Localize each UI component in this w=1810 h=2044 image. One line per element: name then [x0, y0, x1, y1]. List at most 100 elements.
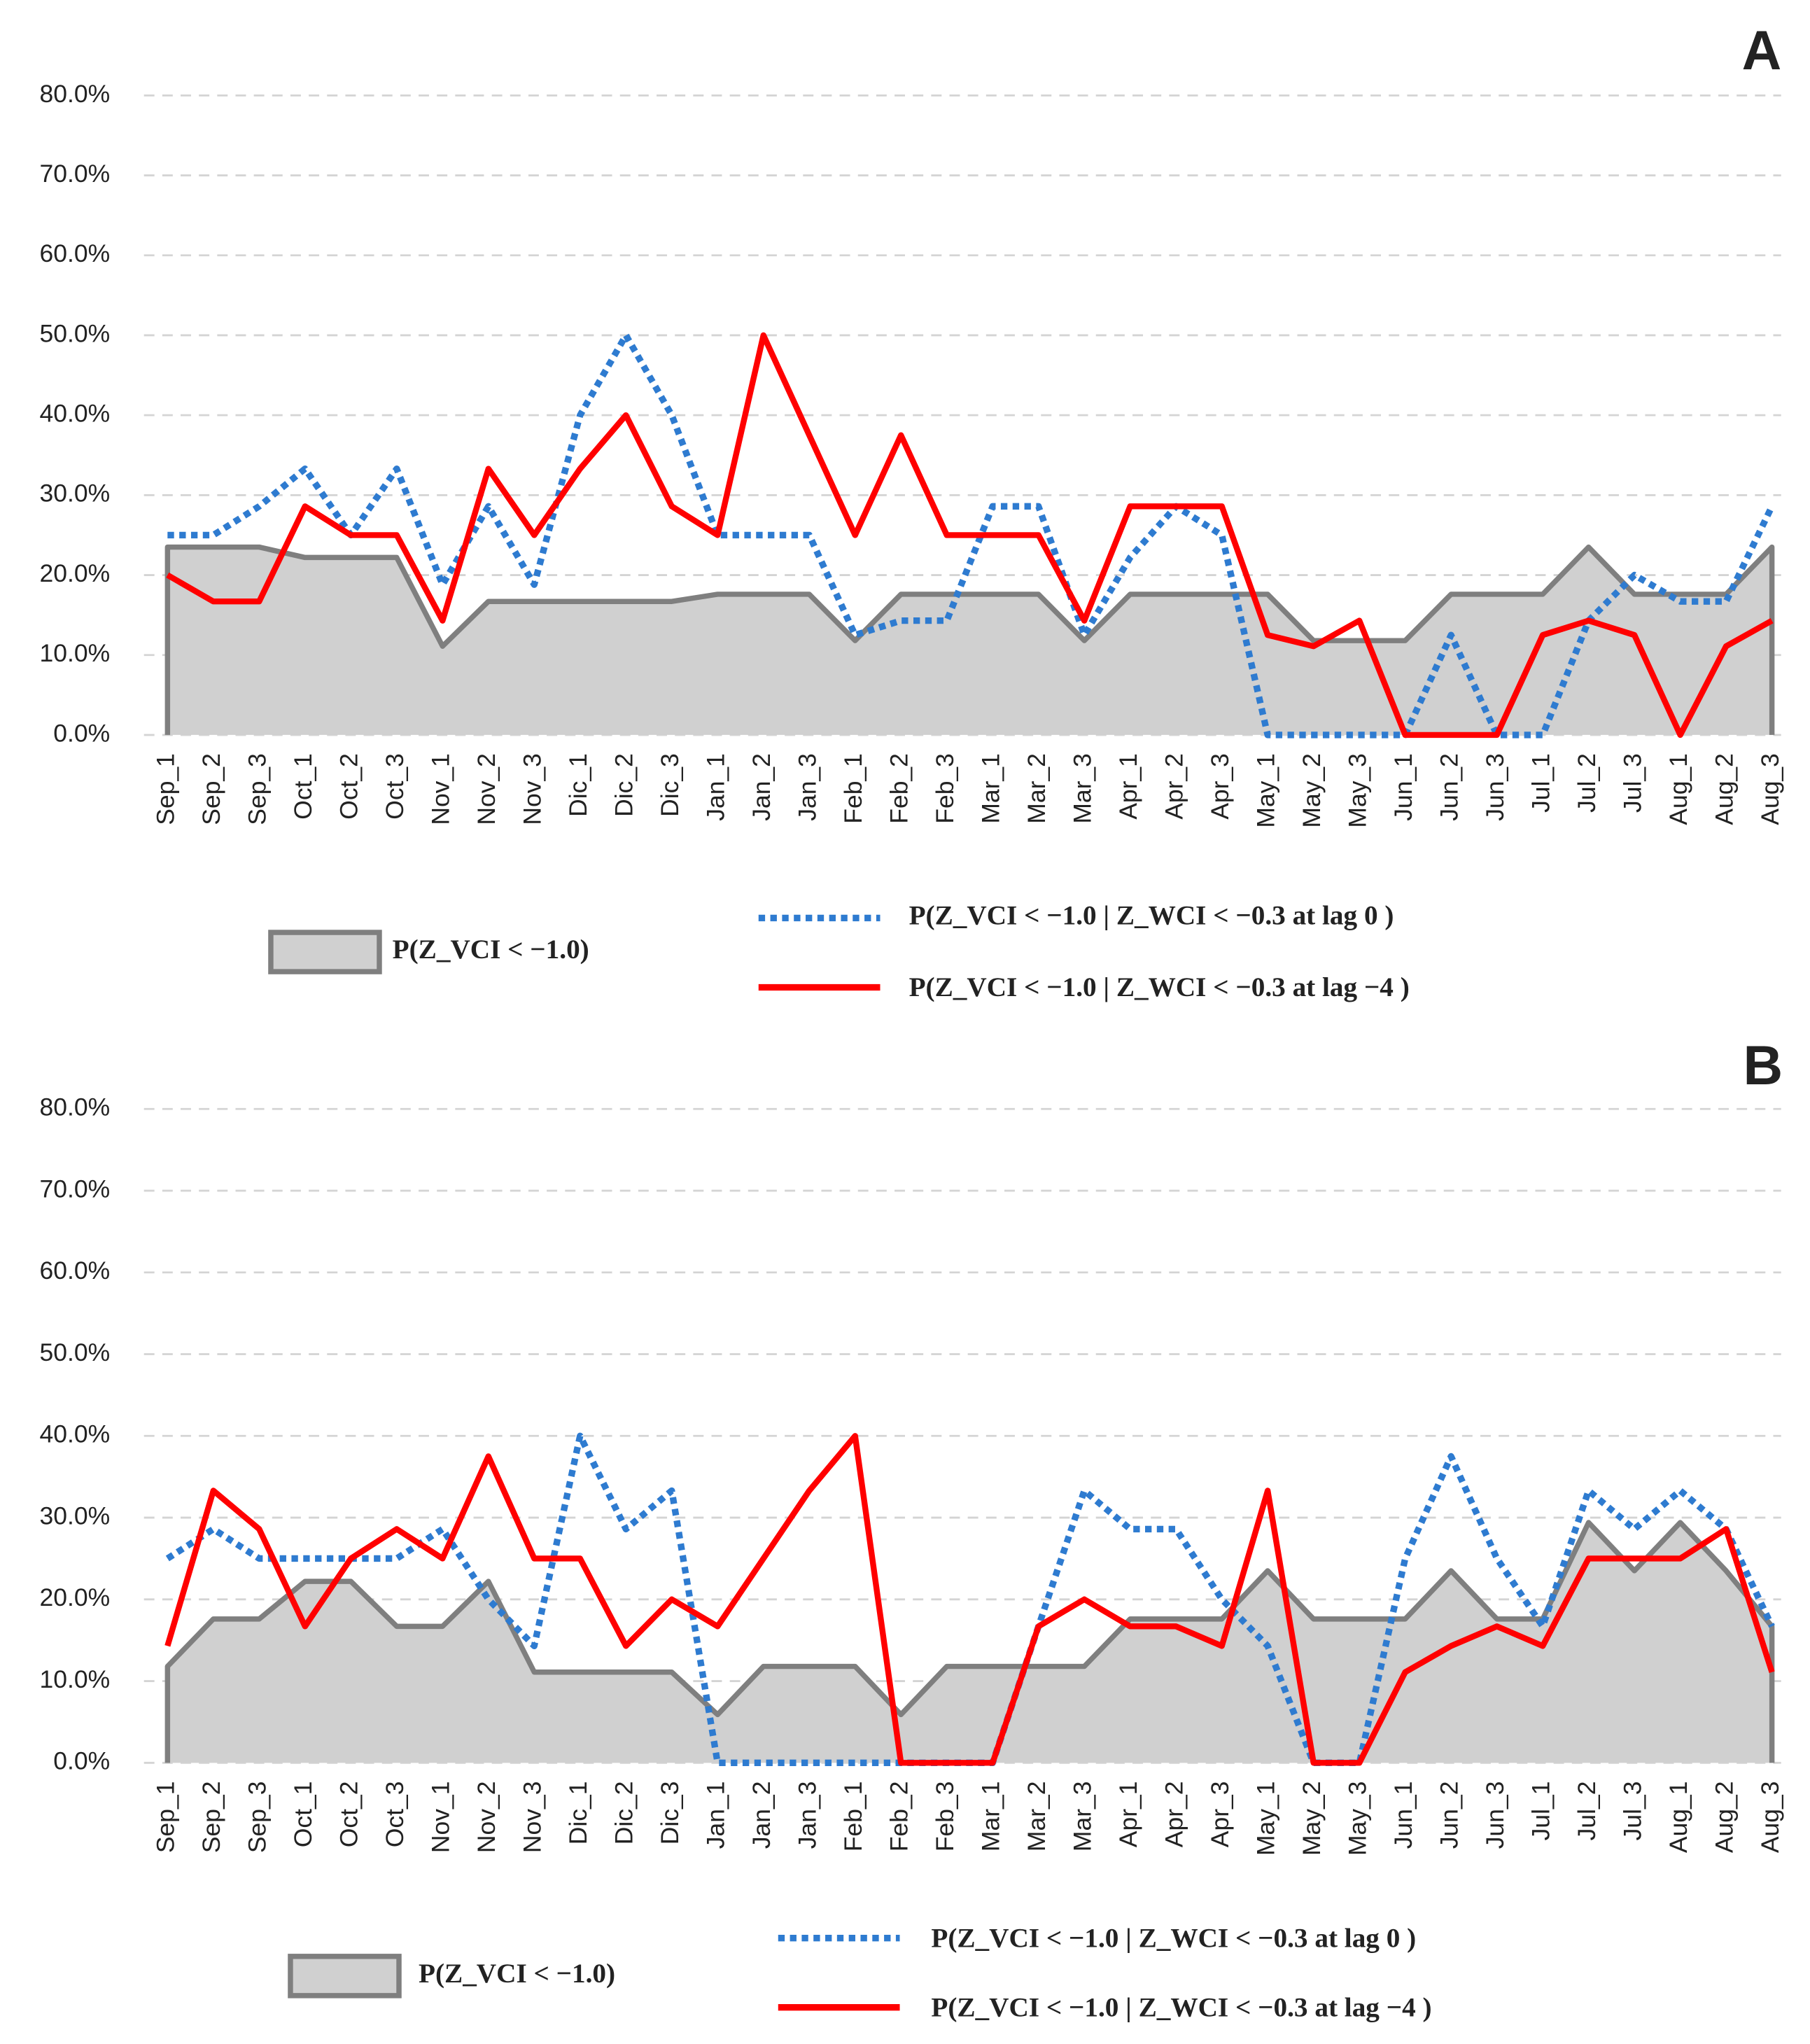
x-tick-label: Aug_3: [1756, 753, 1784, 825]
x-tick-label: Nov_1: [427, 1781, 455, 1853]
y-tick-label: 60.0%: [40, 1256, 111, 1284]
x-tick-label: Feb_2: [885, 1781, 913, 1851]
x-tick-label: Oct_2: [335, 1781, 363, 1847]
x-tick-label: Feb_1: [839, 1781, 867, 1851]
x-tick-label: Jul_2: [1573, 753, 1601, 813]
y-tick-label: 80.0%: [40, 80, 111, 108]
y-tick-label: 50.0%: [40, 319, 111, 347]
x-tick-label: Sep_3: [244, 753, 272, 825]
legend-label: P(Z_VCI < −1.0 | Z_WCI < −0.3 at lag −4 …: [931, 1992, 1431, 2022]
x-tick-label: May_2: [1298, 753, 1326, 828]
x-tick-label: Dic_1: [564, 753, 592, 817]
x-tick-label: Mar_3: [1069, 1781, 1097, 1851]
x-tick-label: Dic_1: [564, 1781, 592, 1844]
x-tick-label: Jun_3: [1481, 753, 1509, 821]
x-tick-label: Dic_3: [656, 1781, 684, 1844]
x-tick-label: Apr_3: [1206, 753, 1234, 820]
legend-swatch: [268, 930, 382, 974]
x-tick-label: Mar_2: [1023, 753, 1051, 824]
x-tick-label: Apr_2: [1160, 1781, 1188, 1847]
x-tick-label: Jan_3: [794, 1781, 822, 1849]
x-tick-label: Aug_2: [1710, 1781, 1738, 1853]
x-tick-label: Jul_2: [1573, 1781, 1601, 1840]
x-tick-label: Feb_2: [885, 753, 913, 824]
legend-label: P(Z_VCI < −1.0): [419, 1959, 615, 1989]
x-tick-label: Jan_2: [748, 1781, 776, 1849]
x-tick-label: Apr_3: [1206, 1781, 1234, 1847]
x-tick-label: Jun_3: [1481, 1781, 1509, 1849]
legend-swatch: [288, 1954, 402, 1998]
x-tick-label: Apr_2: [1160, 753, 1188, 820]
x-tick-label: Jun_1: [1389, 753, 1417, 821]
x-tick-label: Sep_2: [197, 1781, 225, 1853]
x-tick-label: Apr_1: [1114, 753, 1142, 820]
y-tick-label: 70.0%: [40, 1175, 111, 1203]
y-tick-label: 70.0%: [40, 160, 111, 188]
x-tick-label: Sep_2: [197, 753, 225, 825]
x-tick-label: Jan_3: [794, 753, 822, 821]
x-tick-label: Aug_1: [1664, 1781, 1692, 1853]
x-tick-label: May_3: [1344, 1781, 1372, 1856]
x-tick-label: Oct_2: [335, 753, 363, 820]
x-tick-label: Jul_1: [1527, 753, 1555, 813]
x-tick-label: Oct_3: [381, 1781, 409, 1847]
y-tick-label: 0.0%: [53, 719, 110, 747]
x-tick-label: Feb_3: [931, 753, 959, 824]
x-tick-label: Dic_2: [610, 1781, 638, 1844]
x-tick-label: Jan_1: [702, 1781, 730, 1849]
legend-label: P(Z_VCI < −1.0): [393, 934, 589, 965]
x-tick-label: Apr_1: [1114, 1781, 1142, 1847]
x-tick-label: May_1: [1252, 753, 1280, 828]
x-tick-label: Nov_3: [519, 753, 547, 825]
x-tick-label: Sep_1: [152, 753, 180, 825]
y-tick-label: 20.0%: [40, 1583, 111, 1611]
x-tick-label: May_1: [1252, 1781, 1280, 1856]
y-tick-label: 10.0%: [40, 639, 111, 667]
y-tick-label: 20.0%: [40, 559, 111, 587]
x-tick-label: Jun_2: [1436, 753, 1464, 821]
y-tick-label: 40.0%: [40, 1420, 111, 1448]
panel-label: B: [1744, 1035, 1783, 1096]
x-tick-label: May_3: [1344, 753, 1372, 828]
x-tick-label: Jun_2: [1436, 1781, 1464, 1849]
x-tick-label: May_2: [1298, 1781, 1326, 1856]
x-tick-label: Mar_2: [1023, 1781, 1051, 1851]
y-tick-label: 50.0%: [40, 1338, 111, 1366]
legend-label: P(Z_VCI < −1.0 | Z_WCI < −0.3 at lag 0 ): [931, 1923, 1416, 1953]
x-tick-label: Nov_3: [519, 1781, 547, 1853]
x-tick-label: Feb_1: [839, 753, 867, 824]
x-tick-label: Nov_2: [472, 1781, 500, 1853]
x-tick-label: Sep_1: [152, 1781, 180, 1853]
x-tick-label: Mar_1: [977, 753, 1005, 824]
x-tick-label: Dic_3: [656, 753, 684, 817]
x-tick-label: Mar_3: [1069, 753, 1097, 824]
x-tick-label: Feb_3: [931, 1781, 959, 1851]
y-tick-label: 40.0%: [40, 400, 111, 428]
y-tick-label: 60.0%: [40, 239, 111, 267]
x-tick-label: Aug_1: [1664, 753, 1692, 825]
x-tick-label: Jun_1: [1389, 1781, 1417, 1849]
y-tick-label: 30.0%: [40, 1502, 111, 1530]
x-tick-label: Aug_3: [1756, 1781, 1784, 1853]
x-tick-label: Mar_1: [977, 1781, 1005, 1851]
legend-label: P(Z_VCI < −1.0 | Z_WCI < −0.3 at lag −4 …: [909, 972, 1410, 1002]
y-tick-label: 0.0%: [53, 1747, 110, 1775]
series-line: [166, 332, 1774, 738]
y-tick-label: 30.0%: [40, 479, 111, 507]
x-tick-label: Sep_3: [244, 1781, 272, 1853]
x-tick-label: Oct_3: [381, 753, 409, 820]
y-tick-label: 10.0%: [40, 1665, 111, 1693]
series-line: [167, 332, 1775, 738]
x-tick-label: Jul_3: [1619, 753, 1647, 813]
x-tick-label: Nov_1: [427, 753, 455, 825]
x-tick-label: Jan_1: [702, 753, 730, 821]
x-tick-label: Jul_1: [1527, 1781, 1555, 1840]
panel-label: A: [1742, 20, 1782, 81]
x-tick-label: Aug_2: [1710, 753, 1738, 825]
legend-label: P(Z_VCI < −1.0 | Z_WCI < −0.3 at lag 0 ): [909, 900, 1394, 930]
area: [164, 544, 1775, 735]
x-tick-label: Oct_1: [289, 1781, 317, 1847]
x-tick-label: Oct_1: [289, 753, 317, 820]
